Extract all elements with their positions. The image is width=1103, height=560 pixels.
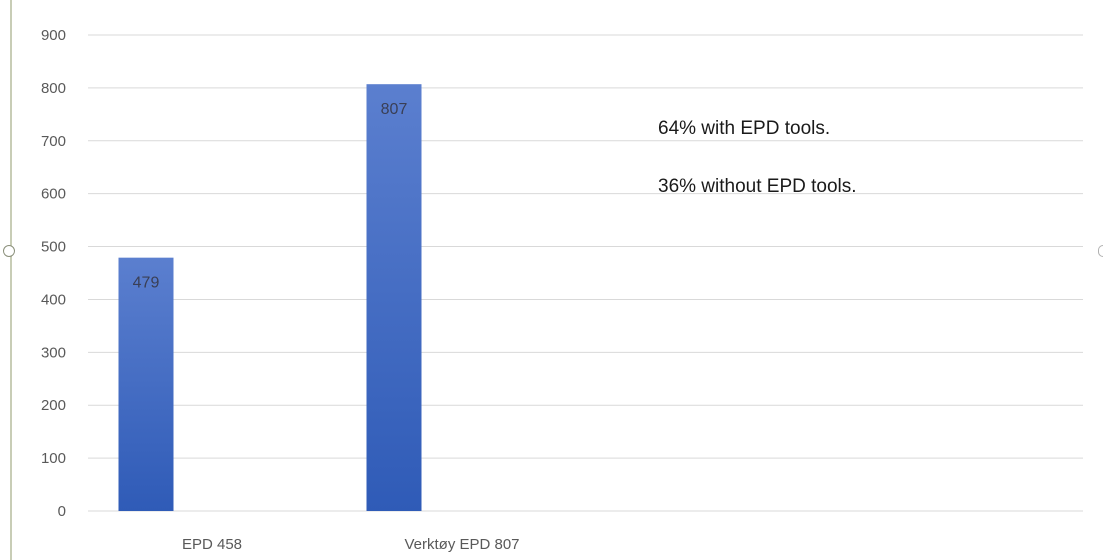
bars: 479 807 xyxy=(118,84,422,511)
y-tick-label: 200 xyxy=(41,397,66,414)
y-axis-tick-labels: 0 100 200 300 400 500 600 700 800 900 xyxy=(41,27,66,520)
y-tick-label: 900 xyxy=(41,27,66,44)
y-tick-label: 400 xyxy=(41,291,66,308)
y-tick-label: 600 xyxy=(41,186,66,203)
bar-2 xyxy=(366,84,422,511)
resize-handle-left[interactable] xyxy=(3,245,15,257)
y-tick-label: 500 xyxy=(41,239,66,256)
x-category-label: EPD 458 xyxy=(182,536,242,553)
x-category-label: Verktøy EPD 807 xyxy=(404,536,519,553)
annotation-without-epd-tools: 36% without EPD tools. xyxy=(658,176,857,197)
y-tick-label: 300 xyxy=(41,344,66,361)
gridlines xyxy=(88,34,1083,512)
y-tick-label: 700 xyxy=(41,133,66,150)
annotation-with-epd-tools: 64% with EPD tools. xyxy=(658,118,831,139)
bar-data-label: 807 xyxy=(381,101,408,118)
x-axis-category-labels: EPD 458 Verktøy EPD 807 xyxy=(182,536,520,553)
left-border-rule xyxy=(10,0,12,560)
bar-data-label: 479 xyxy=(133,275,160,292)
y-tick-label: 0 xyxy=(58,503,66,520)
y-tick-label: 100 xyxy=(41,450,66,467)
resize-handle-right[interactable] xyxy=(1098,245,1103,257)
bar-1 xyxy=(118,257,174,511)
y-tick-label: 800 xyxy=(41,80,66,97)
